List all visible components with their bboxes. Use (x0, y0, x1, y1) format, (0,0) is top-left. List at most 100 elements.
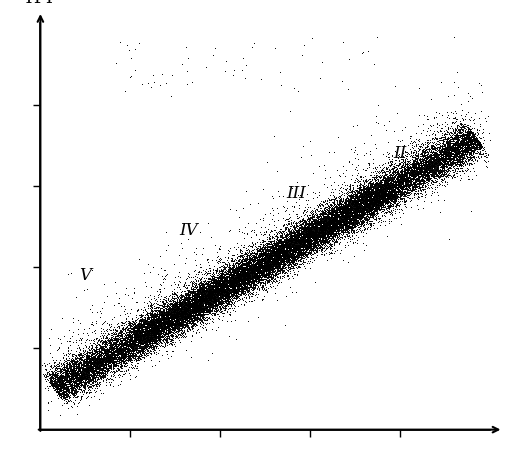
Point (78, 365, 86, 372)
Point (244, 248, 252, 256)
Point (275, 246, 283, 254)
Point (100, 346, 108, 354)
Point (333, 214, 341, 221)
Point (376, 196, 384, 204)
Point (220, 279, 228, 287)
Point (122, 351, 130, 358)
Point (313, 247, 321, 254)
Point (312, 244, 320, 252)
Point (420, 166, 428, 174)
Point (421, 166, 429, 173)
Point (295, 252, 304, 259)
Point (182, 313, 190, 321)
Point (204, 306, 212, 313)
Point (66, 368, 74, 375)
Point (112, 357, 120, 364)
Point (76, 349, 84, 357)
Point (250, 268, 258, 276)
Point (317, 228, 325, 235)
Point (140, 327, 148, 335)
Point (146, 299, 155, 307)
Point (418, 184, 426, 191)
Point (432, 165, 440, 172)
Point (371, 167, 379, 174)
Point (470, 134, 478, 141)
Point (319, 223, 327, 231)
Point (437, 160, 445, 168)
Point (211, 283, 219, 290)
Point (76, 368, 84, 376)
Point (164, 332, 172, 340)
Point (168, 307, 176, 314)
Point (255, 258, 263, 266)
Point (262, 269, 270, 276)
Point (434, 128, 442, 136)
Point (263, 260, 271, 267)
Point (308, 254, 316, 261)
Point (213, 248, 221, 256)
Point (280, 246, 288, 254)
Point (92, 354, 100, 362)
Point (358, 213, 366, 221)
Point (350, 234, 359, 242)
Point (247, 265, 255, 272)
Point (197, 289, 205, 297)
Point (384, 191, 392, 198)
Point (311, 210, 319, 217)
Point (456, 158, 464, 165)
Point (355, 206, 363, 213)
Point (267, 253, 275, 261)
Point (460, 122, 468, 130)
Point (356, 191, 364, 199)
Point (442, 138, 450, 146)
Point (74, 354, 82, 362)
Point (428, 164, 436, 171)
Point (132, 316, 140, 324)
Point (322, 218, 330, 225)
Point (226, 282, 234, 290)
Point (314, 228, 322, 236)
Point (207, 297, 215, 304)
Point (59, 392, 67, 400)
Point (159, 309, 167, 316)
Point (178, 310, 186, 317)
Point (248, 243, 257, 251)
Point (317, 226, 325, 234)
Point (373, 184, 381, 192)
Point (229, 295, 237, 302)
Point (288, 231, 296, 238)
Point (321, 223, 329, 230)
Point (109, 360, 117, 367)
Point (306, 241, 314, 248)
Point (246, 267, 254, 274)
Point (198, 313, 206, 320)
Point (219, 289, 227, 296)
Point (169, 311, 177, 318)
Point (243, 288, 251, 295)
Point (183, 290, 191, 298)
Point (91, 346, 99, 353)
Point (300, 217, 308, 224)
Point (416, 142, 424, 150)
Point (296, 234, 304, 242)
Point (102, 352, 110, 359)
Point (314, 216, 322, 223)
Point (435, 166, 443, 174)
Point (154, 323, 162, 331)
Point (92, 348, 100, 356)
Point (72, 365, 80, 373)
Point (476, 140, 484, 148)
Point (263, 263, 271, 271)
Point (122, 359, 130, 366)
Point (304, 204, 312, 211)
Point (182, 296, 190, 303)
Point (80, 361, 88, 368)
Point (290, 225, 298, 232)
Point (310, 238, 318, 246)
Point (231, 283, 239, 290)
Point (352, 198, 361, 206)
Point (155, 336, 163, 343)
Point (427, 163, 435, 170)
Point (385, 204, 393, 211)
Point (395, 208, 403, 215)
